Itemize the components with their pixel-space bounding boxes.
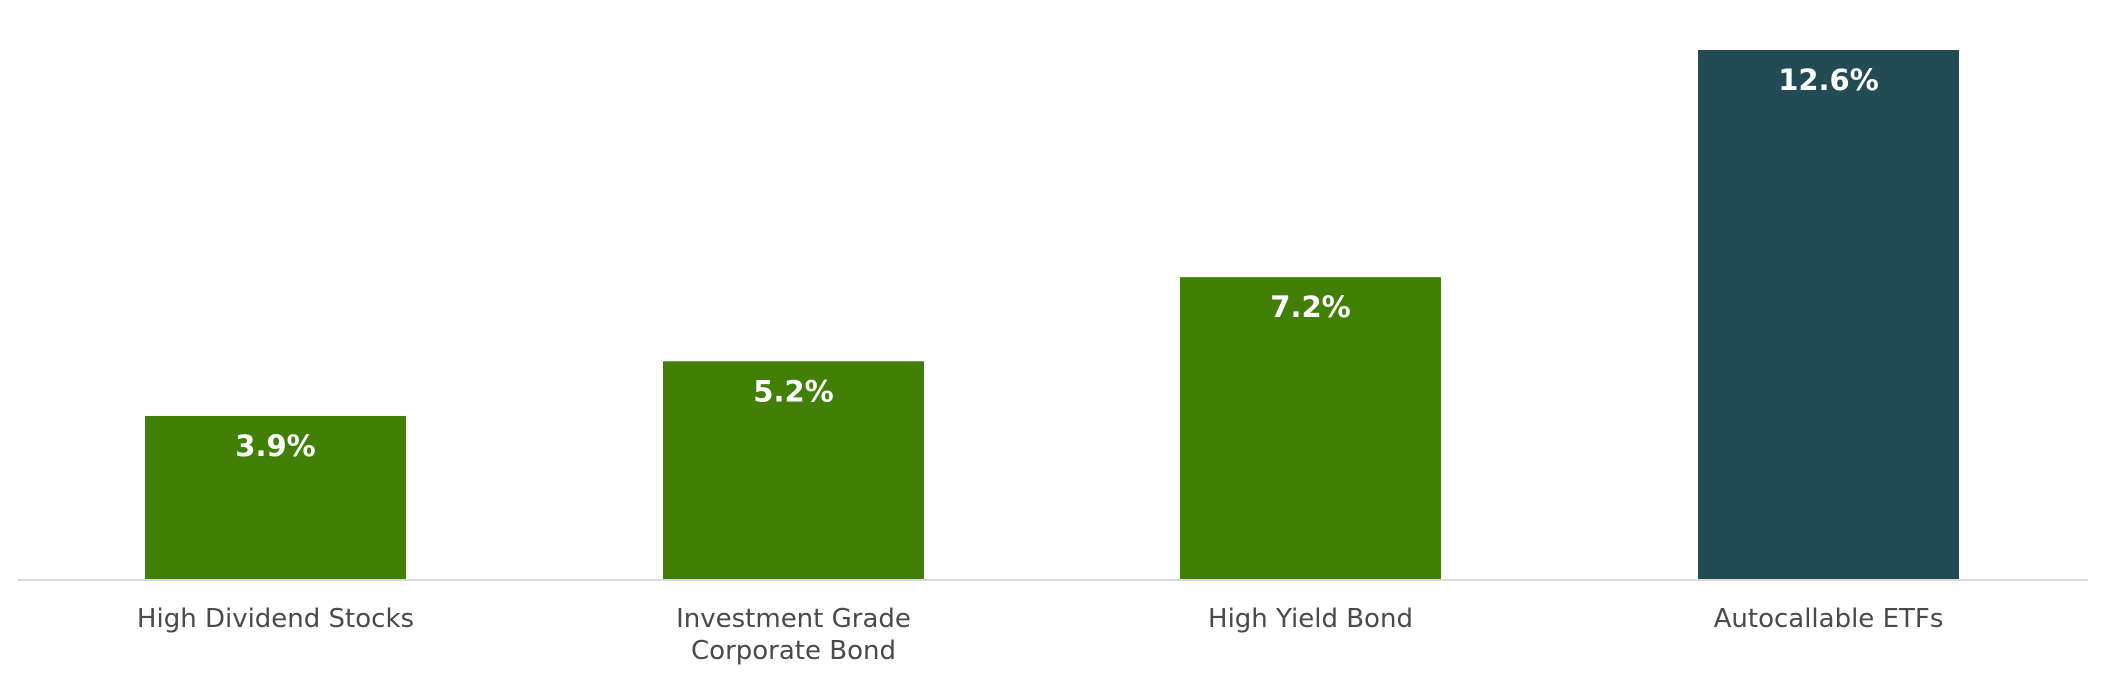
bar-value-label-2: 7.2% bbox=[1270, 290, 1350, 324]
bar-3 bbox=[1698, 50, 1959, 580]
bar-value-label-1: 5.2% bbox=[753, 374, 833, 408]
category-label-1-line-0: Investment Grade bbox=[676, 604, 911, 634]
category-label-3: Autocallable ETFs bbox=[1714, 604, 1944, 634]
bars-layer bbox=[145, 50, 1959, 580]
category-label-0: High Dividend Stocks bbox=[137, 604, 414, 634]
bar-value-label-0: 3.9% bbox=[235, 429, 315, 463]
category-labels-layer: High Dividend Stocks Investment GradeCorp… bbox=[137, 604, 1943, 666]
bar-0 bbox=[145, 415, 406, 580]
bar-2 bbox=[1180, 277, 1441, 580]
category-label-1-line-1: Corporate Bond bbox=[691, 636, 896, 666]
bar-value-label-3: 12.6% bbox=[1778, 63, 1879, 97]
bar-1 bbox=[663, 361, 924, 580]
category-label-2: High Yield Bond bbox=[1208, 604, 1413, 634]
value-labels-layer: 3.9% 5.2% 7.2% 12.6% bbox=[235, 63, 1879, 463]
